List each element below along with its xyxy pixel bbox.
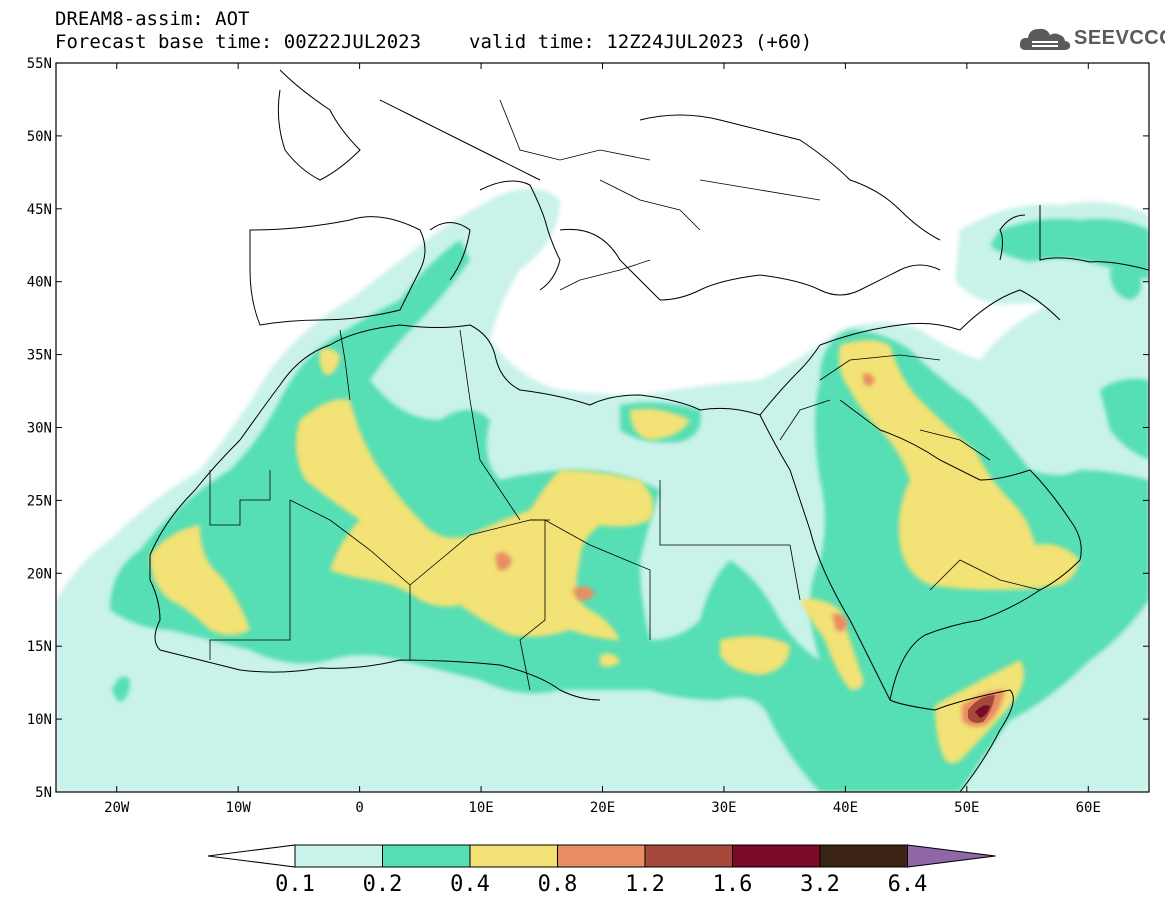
colorbar-segment: [382, 844, 471, 868]
colorbar-label: 3.2: [800, 872, 840, 897]
lon-tick-label: 0: [355, 800, 363, 816]
lat-tick-label: 30N: [27, 421, 52, 437]
colorbar-label: 0.2: [363, 872, 403, 897]
colorbar-label: 1.2: [625, 872, 665, 897]
logo-text: SEEVCCC: [1074, 27, 1165, 49]
lat-tick-label: 35N: [27, 348, 52, 364]
colorbar-label: 0.4: [450, 872, 490, 897]
colorbar-segment: [819, 844, 908, 868]
colorbar-under-arrow: [207, 844, 296, 868]
aot-field: [56, 63, 1149, 792]
colorbar-segment: [294, 844, 383, 868]
lat-tick-label: 20N: [27, 566, 52, 582]
lon-tick-label: 20W: [104, 800, 130, 816]
latitude-axis: 5N 10N 15N 20N 25N 30N 35N 40N 45N 50N 55N: [27, 56, 1149, 801]
colorbar-label: 0.1: [275, 872, 315, 897]
lat-tick-label: 40N: [27, 275, 52, 291]
lon-tick-label: 60E: [1076, 800, 1101, 816]
colorbar-segment: [469, 844, 558, 868]
colorbar-segment: [732, 844, 821, 868]
forecast-times: Forecast base time: 00Z22JUL2023 valid ti…: [55, 31, 812, 53]
coastlines: [149, 69, 1149, 792]
lat-tick-label: 15N: [27, 639, 52, 655]
lon-tick-label: 10W: [226, 800, 252, 816]
lon-tick-label: 30E: [711, 800, 736, 816]
colorbar-label: 0.8: [538, 872, 578, 897]
base-time: Forecast base time: 00Z22JUL2023: [55, 31, 422, 53]
colorbar: 0.1 0.2 0.4 0.8 1.2 1.6 3.2 6.4: [207, 844, 996, 897]
lon-tick-label: 10E: [468, 800, 493, 816]
lat-tick-label: 5N: [35, 785, 52, 801]
lat-tick-label: 10N: [27, 712, 52, 728]
lat-tick-label: 25N: [27, 493, 52, 509]
colorbar-segment: [644, 844, 733, 868]
lon-tick-label: 40E: [833, 800, 858, 816]
borders: [209, 99, 1041, 691]
lon-tick-label: 20E: [590, 800, 615, 816]
cloud-logo-icon: [1019, 28, 1071, 50]
colorbar-label: 6.4: [888, 872, 928, 897]
map-title: DREAM8-assim: AOT: [55, 8, 250, 30]
lat-tick-label: 55N: [27, 56, 52, 72]
colorbar-label: 1.6: [713, 872, 753, 897]
colorbar-segment: [557, 844, 646, 868]
lat-tick-label: 45N: [27, 202, 52, 218]
longitude-axis: 20W 10W 0 10E 20E 30E 40E 50E 60E: [104, 63, 1101, 816]
lon-tick-label: 50E: [954, 800, 979, 816]
valid-time: valid time: 12Z24JUL2023 (+60): [469, 31, 813, 53]
seevccc-logo: SEEVCCC: [1018, 22, 1165, 56]
colorbar-over-arrow: [907, 844, 996, 868]
lat-tick-label: 50N: [27, 129, 52, 145]
